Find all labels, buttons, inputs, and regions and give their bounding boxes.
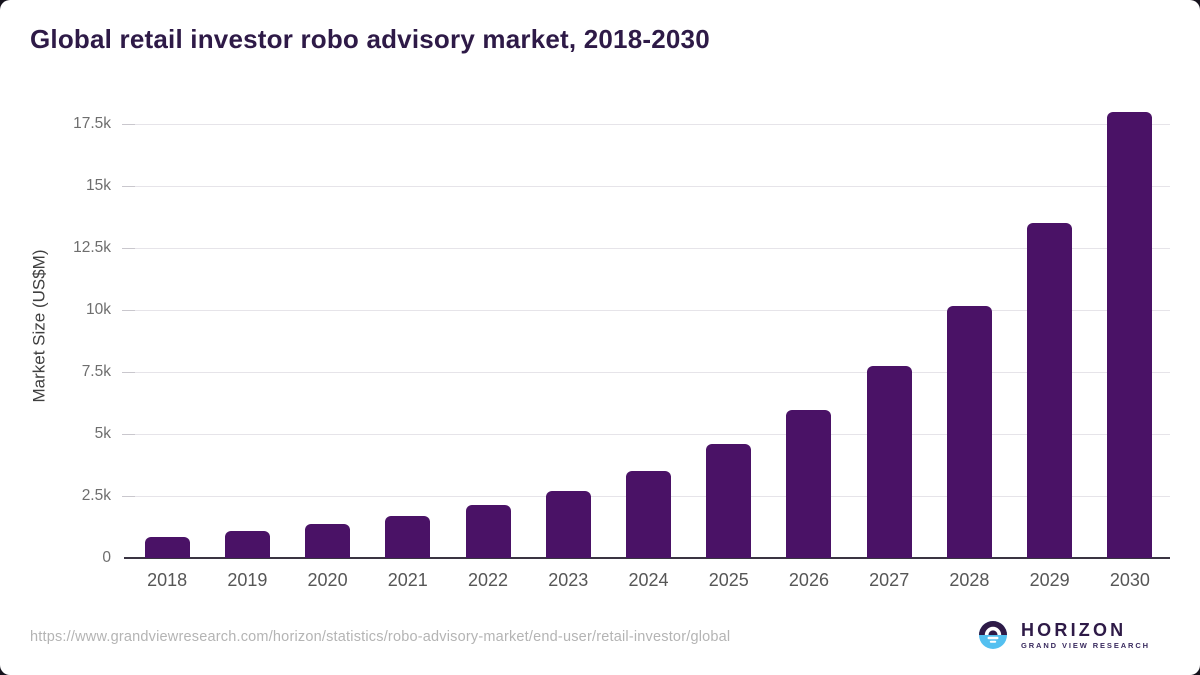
bar-2022[interactable]	[465, 504, 511, 558]
x-tick-label: 2029	[1029, 570, 1070, 590]
horizon-sunrise-icon	[978, 621, 1007, 649]
gridline	[122, 372, 1170, 373]
x-tick-label: 2028	[949, 570, 990, 590]
x-tick-label: 2030	[1109, 570, 1150, 590]
source-url: https://www.grandviewresearch.com/horizo…	[30, 629, 731, 645]
y-tick-label: 15k	[86, 177, 111, 194]
bar-2024[interactable]	[626, 471, 671, 558]
plot-area: 2018 2019 2020 2021 2022 2023 2024 2025 2026 2027…	[122, 93, 1170, 590]
gridline	[122, 124, 1170, 125]
brand-tagline: GRAND VIEW RESEARCH	[1020, 640, 1150, 650]
bar-2021[interactable]	[385, 516, 431, 558]
gridline	[122, 186, 1170, 187]
y-tick-label: 12.5k	[73, 239, 111, 256]
bar-2020[interactable]	[305, 524, 351, 558]
x-tick-label: 2027	[869, 570, 910, 590]
x-axis-line	[124, 557, 1170, 559]
bar-2029[interactable]	[1027, 223, 1073, 558]
x-tick-label: 2026	[788, 570, 829, 590]
brand-text: HORIZON GRAND VIEW RESEARCH	[1021, 621, 1150, 650]
y-tick-label: 10k	[86, 301, 111, 318]
y-tick-label: 17.5k	[73, 115, 111, 132]
y-tick-label: 2.5k	[81, 487, 111, 504]
bar-2030[interactable]	[1107, 111, 1153, 558]
y-tick-label: 5k	[94, 425, 111, 442]
brand-name: HORIZON	[1020, 619, 1127, 640]
gridline	[122, 310, 1170, 311]
x-tick-label: 2020	[307, 570, 348, 590]
brand-logo: HORIZON GRAND VIEW RESEARCH	[978, 620, 1150, 650]
y-tick-label: 0	[102, 549, 111, 566]
x-tick-label: 2018	[147, 570, 188, 590]
bar-2018[interactable]	[144, 536, 190, 558]
x-tick-label: 2023	[548, 570, 589, 590]
gridline	[122, 248, 1170, 249]
bar-2019[interactable]	[224, 531, 270, 558]
y-axis-tick-labels: 0 2.5k 5k 7.5k 10k 12.5k 15k 17.5k	[0, 93, 111, 566]
bar-2027[interactable]	[866, 365, 912, 558]
gridline	[122, 434, 1170, 435]
x-tick-label: 2021	[387, 570, 428, 590]
bar-2026[interactable]	[786, 410, 832, 558]
x-tick-label: 2025	[708, 570, 749, 590]
bar-2025[interactable]	[706, 443, 752, 558]
x-tick-label: 2019	[227, 570, 268, 590]
bar-2028[interactable]	[946, 306, 992, 558]
x-tick-label: 2022	[468, 570, 509, 590]
bar-2023[interactable]	[545, 491, 591, 558]
chart-title: Global retail investor robo advisory mar…	[30, 24, 710, 54]
x-tick-label: 2024	[628, 570, 669, 590]
y-tick-label: 7.5k	[81, 363, 111, 380]
